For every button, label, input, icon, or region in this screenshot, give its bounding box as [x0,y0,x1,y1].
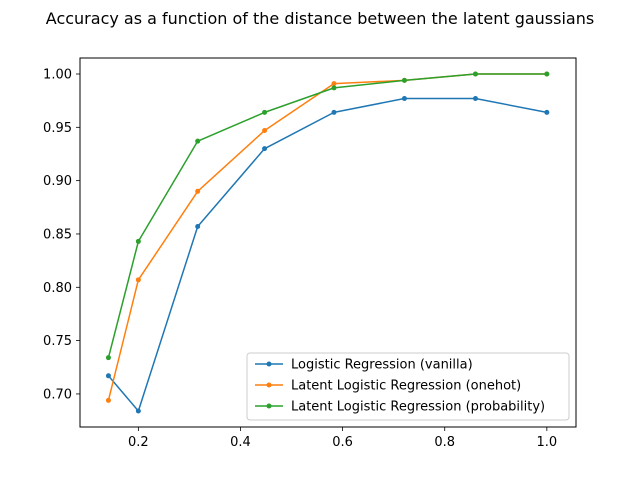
series-1-point-4 [331,81,337,87]
series-1-point-2 [195,188,201,194]
series-2-point-2 [195,138,201,144]
x-tick-label-1: 0.4 [230,435,251,450]
series-line-1 [107,73,548,402]
series-0-point-4 [331,109,337,115]
series-2-point-6 [472,71,478,77]
series-1-point-1 [135,277,141,283]
series-2-point-4 [331,85,337,91]
y-tick-label-6: 1.00 [43,67,72,82]
legend: Logistic Regression (vanilla) Latent Logi… [246,352,570,421]
series-line-2 [107,73,548,359]
series-0-point-3 [262,146,268,152]
x-tick-label-4: 1.0 [537,435,558,450]
y-tick-label-2: 0.80 [43,281,72,296]
legend-marker-1 [266,382,272,388]
legend-label-2: Latent Logistic Regression (probability) [291,400,545,415]
legend-marker-0 [266,361,272,367]
legend-label-0: Logistic Regression (vanilla) [291,358,473,373]
series-1-point-3 [262,128,268,134]
legend-label-1: Latent Logistic Regression (onehot) [291,379,521,394]
y-tick-label-4: 0.90 [43,174,72,189]
series-2-point-1 [135,238,141,244]
y-tick-label-1: 0.75 [43,334,72,349]
series-2-point-0 [105,355,111,361]
series-2-point-5 [401,77,407,83]
x-tick-label-0: 0.2 [128,435,149,450]
series-0-point-5 [401,96,407,102]
legend-box [246,352,570,421]
series-1-point-0 [105,397,111,403]
y-tick-label-3: 0.85 [43,227,72,242]
series-2-point-7 [544,71,550,77]
series-0-point-0 [105,373,111,379]
legend-marker-2 [266,403,272,409]
series-2-point-3 [262,109,268,115]
series-0-point-7 [544,109,550,115]
series-line-0 [107,97,548,412]
x-tick-label-3: 0.8 [434,435,455,450]
y-tick-label-0: 0.70 [43,387,72,402]
y-tick-label-5: 0.95 [43,121,72,136]
plot-area [105,71,550,414]
x-tick-label-2: 0.6 [332,435,353,450]
axis-ticks: 0.2 0.4 0.6 0.8 1.0 0.70 0.75 0.80 0.85 0.90 0.95 1… [43,67,557,450]
series-0-point-2 [195,224,201,230]
series-0-point-1 [135,408,141,414]
axes-frame [79,57,577,428]
chart-title: Accuracy as a function of the distance b… [46,9,594,28]
series-0-point-6 [472,96,478,102]
